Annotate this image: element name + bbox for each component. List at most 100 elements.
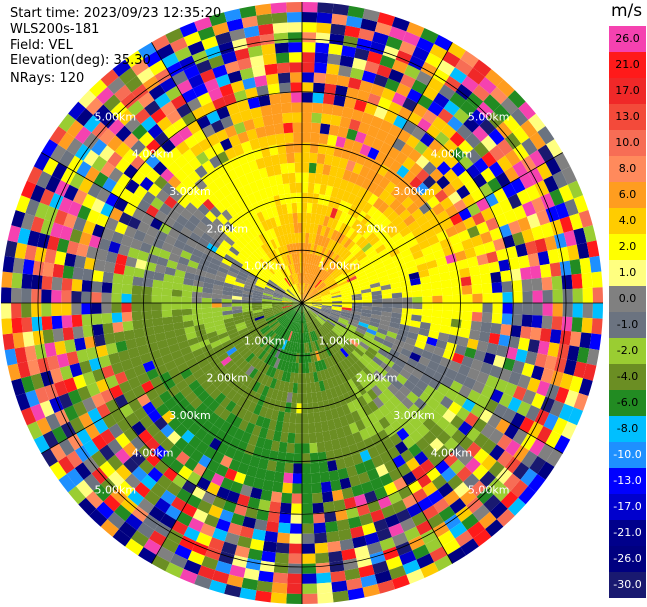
velocity-gate bbox=[142, 190, 156, 205]
velocity-gate bbox=[111, 231, 125, 245]
velocity-gate bbox=[215, 463, 229, 478]
velocity-gate bbox=[511, 360, 525, 375]
colorbar-label: -10.0 bbox=[613, 448, 642, 461]
velocity-gate bbox=[267, 281, 277, 288]
velocity-gate bbox=[188, 379, 201, 392]
velocity-gate bbox=[429, 43, 448, 60]
velocity-gate bbox=[260, 145, 271, 158]
velocity-gate bbox=[404, 64, 421, 80]
velocity-gate bbox=[406, 357, 419, 369]
velocity-gate bbox=[501, 182, 517, 199]
velocity-gate bbox=[77, 205, 92, 221]
velocity-gate bbox=[507, 90, 526, 109]
velocity-gate bbox=[345, 577, 363, 591]
velocity-gate bbox=[236, 440, 249, 453]
velocity-gate bbox=[443, 154, 459, 169]
velocity-gate bbox=[213, 176, 226, 190]
velocity-gate bbox=[311, 304, 322, 308]
velocity-gate bbox=[180, 208, 193, 221]
velocity-gate bbox=[255, 317, 266, 324]
velocity-gate bbox=[263, 328, 273, 337]
velocity-gate bbox=[160, 101, 177, 117]
velocity-gate bbox=[57, 456, 75, 475]
velocity-gate bbox=[259, 273, 270, 282]
velocity-gate bbox=[352, 195, 363, 208]
velocity-gate bbox=[455, 505, 473, 523]
velocity-gate bbox=[182, 189, 196, 203]
velocity-gate bbox=[244, 87, 259, 100]
velocity-gate bbox=[409, 162, 423, 177]
velocity-gate bbox=[434, 34, 453, 52]
velocity-gate bbox=[492, 292, 503, 303]
velocity-gate bbox=[284, 255, 290, 266]
velocity-gate bbox=[430, 241, 443, 253]
velocity-gate bbox=[231, 202, 242, 214]
velocity-gate bbox=[347, 216, 357, 228]
velocity-gate bbox=[501, 313, 513, 326]
velocity-gate bbox=[370, 433, 383, 447]
velocity-gate bbox=[330, 23, 346, 36]
velocity-gate bbox=[251, 267, 262, 276]
velocity-gate bbox=[100, 519, 119, 537]
velocity-gate bbox=[332, 353, 341, 364]
velocity-gate bbox=[537, 340, 550, 356]
velocity-gate bbox=[229, 28, 246, 42]
velocity-gate bbox=[323, 323, 332, 332]
velocity-gate bbox=[14, 346, 28, 364]
velocity-gate bbox=[257, 136, 269, 148]
velocity-gate bbox=[1, 287, 12, 303]
velocity-gate bbox=[367, 181, 379, 194]
velocity-gate bbox=[162, 378, 176, 391]
velocity-gate bbox=[155, 364, 168, 376]
velocity-gate bbox=[316, 224, 323, 236]
velocity-gate bbox=[112, 529, 131, 547]
velocity-gate bbox=[302, 463, 311, 474]
velocity-gate bbox=[226, 102, 240, 116]
velocity-gate bbox=[63, 213, 78, 229]
velocity-gate bbox=[358, 239, 370, 250]
velocity-gate bbox=[429, 437, 444, 453]
velocity-gate bbox=[254, 518, 268, 531]
velocity-gate bbox=[345, 434, 356, 447]
velocity-gate bbox=[202, 287, 213, 294]
velocity-gate bbox=[358, 28, 375, 42]
velocity-gate bbox=[383, 424, 397, 438]
velocity-gate bbox=[320, 204, 328, 216]
velocity-gate bbox=[264, 341, 273, 352]
velocity-gate bbox=[121, 303, 132, 313]
velocity-gate bbox=[428, 452, 443, 467]
velocity-gate bbox=[531, 392, 546, 410]
velocity-gate bbox=[371, 385, 383, 397]
velocity-gate bbox=[145, 437, 161, 452]
velocity-gate bbox=[461, 238, 474, 251]
velocity-gate bbox=[457, 364, 471, 377]
velocity-gate bbox=[394, 440, 409, 455]
velocity-gate bbox=[261, 374, 270, 386]
velocity-gate bbox=[271, 249, 280, 260]
velocity-gate bbox=[409, 429, 423, 444]
velocity-gate bbox=[392, 297, 403, 303]
velocity-gate bbox=[269, 228, 277, 239]
velocity-gate bbox=[316, 339, 323, 350]
velocity-gate bbox=[327, 175, 336, 187]
velocity-gate bbox=[442, 138, 459, 155]
velocity-gate bbox=[455, 530, 474, 548]
velocity-gate bbox=[315, 42, 330, 54]
velocity-gate bbox=[151, 295, 162, 303]
velocity-gate bbox=[82, 325, 94, 338]
velocity-gate bbox=[437, 332, 450, 342]
velocity-gate bbox=[276, 359, 284, 370]
colorbar-label: -2.0 bbox=[616, 344, 639, 357]
velocity-gate bbox=[167, 417, 182, 431]
velocity-gate bbox=[388, 26, 407, 41]
velocity-gate bbox=[505, 346, 518, 361]
velocity-gate bbox=[262, 479, 274, 492]
velocity-gate bbox=[269, 277, 279, 286]
velocity-gate bbox=[153, 146, 168, 162]
velocity-gate bbox=[30, 373, 45, 390]
velocity-gate bbox=[553, 435, 571, 454]
velocity-gate bbox=[277, 348, 285, 360]
velocity-gate bbox=[274, 347, 282, 358]
velocity-gate bbox=[317, 235, 324, 246]
velocity-gate bbox=[257, 458, 269, 470]
